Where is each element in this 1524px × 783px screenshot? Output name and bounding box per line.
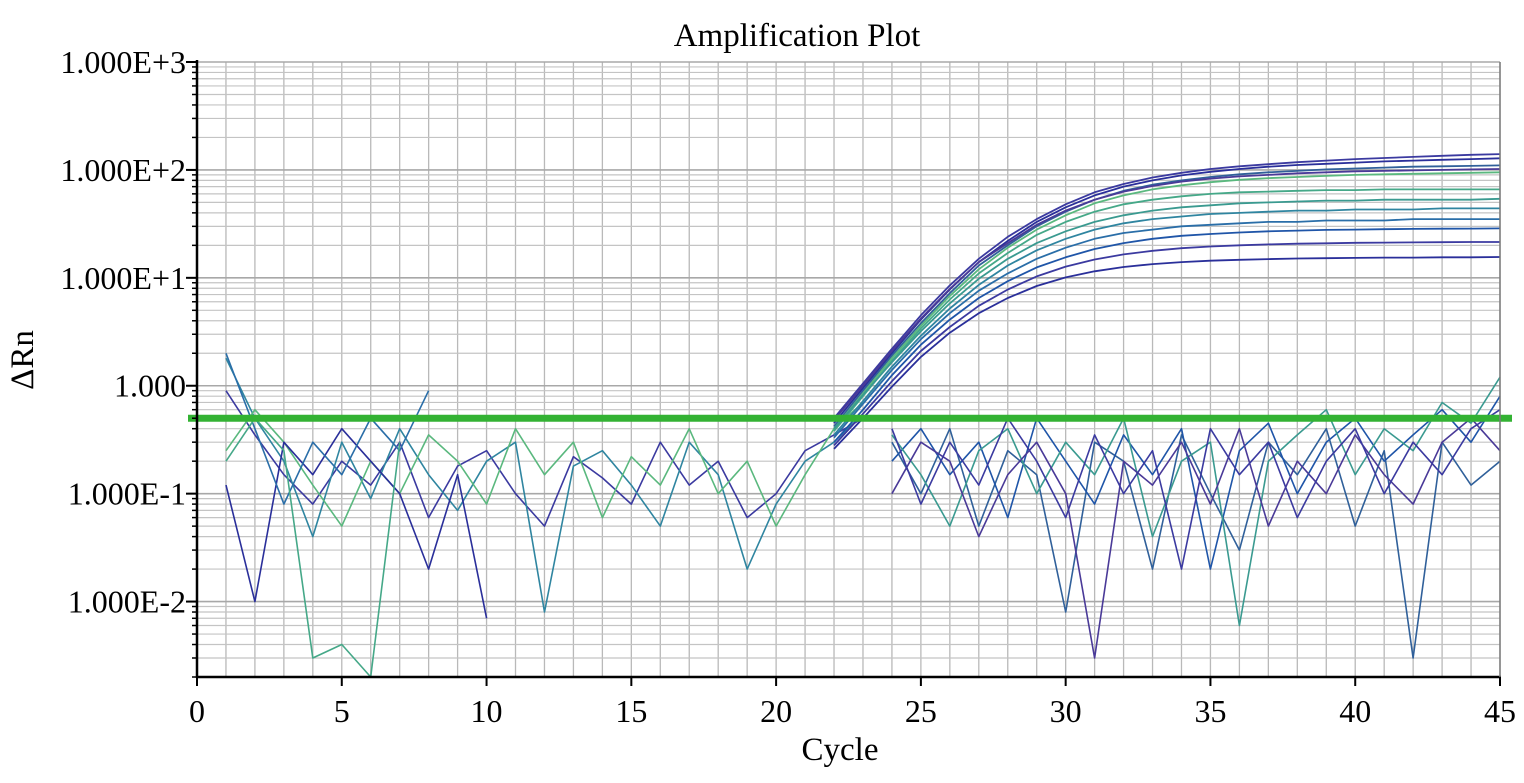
amplification-curve-well-12 xyxy=(833,256,1501,450)
x-tick-label: 5 xyxy=(334,693,350,729)
amplification-curve-well-03 xyxy=(833,164,1501,427)
amplification-curve-well-01 xyxy=(833,153,1501,419)
plot-grid xyxy=(196,61,1501,678)
x-tick-label: 40 xyxy=(1339,693,1371,729)
x-axis-ticks: 0 5 10 15 20 25 30 35 40 45 xyxy=(189,677,1516,729)
y-axis-label: ΔRn xyxy=(5,330,41,390)
x-tick-label: 15 xyxy=(615,693,647,729)
amplification-curve-well-09 xyxy=(833,218,1500,439)
y-axis-ticks: 1.000E-2 1.000E-1 1.000 1.000E+1 1.000E+2 1.0… xyxy=(60,44,197,678)
x-tick-label: 35 xyxy=(1194,693,1226,729)
y-tick-label: 1.000 xyxy=(114,368,186,404)
plot-curves xyxy=(225,153,1501,678)
noise-curve-ntc-10 xyxy=(891,417,1501,659)
plot-axes xyxy=(195,60,1501,679)
x-tick-label: 45 xyxy=(1484,693,1516,729)
x-tick-label: 10 xyxy=(471,693,503,729)
amplification-curve-well-10 xyxy=(833,227,1501,443)
y-tick-label: 1.000E-1 xyxy=(68,476,186,512)
chart-title: Amplification Plot xyxy=(674,18,921,54)
noise-curve-ntc-11 xyxy=(891,409,1501,570)
x-axis-label: Cycle xyxy=(802,732,879,768)
y-tick-label: 1.000E+2 xyxy=(60,152,186,188)
noise-curve-ntc-03 xyxy=(225,401,864,527)
amplification-curve-well-11 xyxy=(833,241,1500,447)
x-tick-label: 25 xyxy=(905,693,937,729)
y-tick-label: 1.000E+1 xyxy=(60,260,186,296)
noise-curve-ntc-09 xyxy=(891,376,1501,627)
noise-curve-ntc-07 xyxy=(891,427,1501,659)
amplification-curve-well-04 xyxy=(833,168,1501,421)
amplification-curve-well-05 xyxy=(833,171,1501,430)
noise-curve-ntc-05 xyxy=(225,353,430,505)
x-tick-label: 0 xyxy=(189,693,205,729)
y-tick-label: 1.000E+3 xyxy=(60,44,186,80)
amplification-curve-well-06 xyxy=(833,188,1500,432)
amplification-curve-well-07 xyxy=(833,197,1501,430)
y-tick-label: 1.000E-2 xyxy=(68,584,186,620)
amplification-curve-well-08 xyxy=(833,207,1500,436)
x-tick-label: 30 xyxy=(1050,693,1082,729)
x-tick-label: 20 xyxy=(760,693,792,729)
noise-curve-ntc-02 xyxy=(225,357,864,613)
